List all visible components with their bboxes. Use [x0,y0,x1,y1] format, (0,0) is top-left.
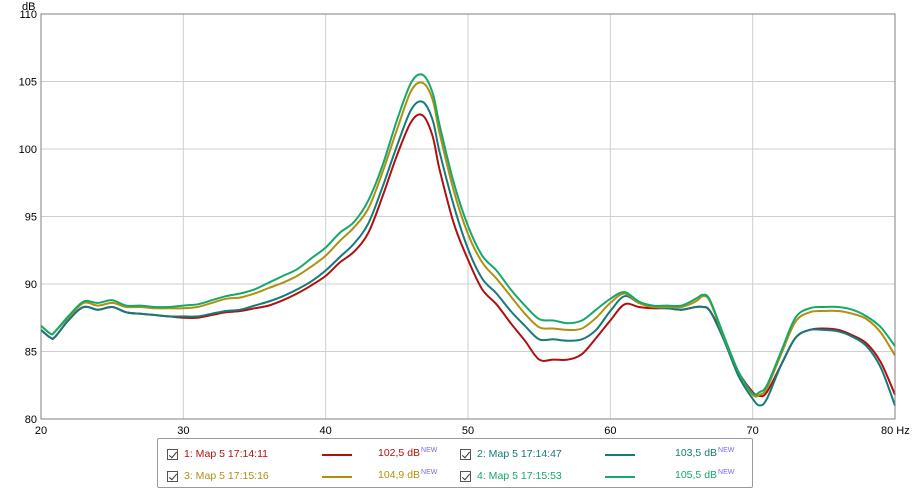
series-line-4 [40,73,896,396]
plot-frame [40,13,896,420]
legend-entry-1[interactable]: 1: Мар 5 17:14:11 [167,445,268,463]
checkbox-icon[interactable] [167,470,178,482]
legend-swatch-1 [322,454,352,456]
x-tick-label: 20 [35,425,47,437]
x-tick-label: 80 Hz [881,425,910,437]
y-tick-label: 110 [19,9,37,21]
legend-value-text-1: 102,5 dB [378,447,421,459]
y-tick-labels: 110 105 100 95 90 85 80 [19,9,37,426]
legend-entry-4[interactable]: 4: Мар 5 17:15:53 [460,467,562,485]
legend-entry-2[interactable]: 2: Мар 5 17:14:47 [460,445,562,463]
legend-value-text-3: 104,9 dB [378,469,421,481]
legend-value-3: 104,9 dBNEW [378,469,437,481]
new-tag: NEW [718,447,735,454]
new-tag: NEW [421,469,438,476]
y-tick-label: 90 [25,279,37,291]
y-tick-label: 105 [19,77,37,89]
legend-value-text-2: 103,5 dB [675,447,718,459]
series-lines [40,73,896,407]
legend-value-text-4: 105,5 dB [675,469,718,481]
x-tick-label: 30 [177,425,189,437]
legend-entry-3[interactable]: 3: Мар 5 17:15:16 [167,467,269,485]
legend-value-1: 102,5 dBNEW [378,447,437,459]
legend-label-4: 4: Мар 5 17:15:53 [477,470,562,482]
y-tick-label: 95 [25,212,37,224]
checkbox-icon[interactable] [167,448,178,460]
legend-swatch-3 [322,476,352,478]
legend-label-1: 1: Мар 5 17:14:11 [184,448,268,460]
legend-value-2: 103,5 dBNEW [675,447,734,459]
series-line-3 [40,81,896,398]
x-tick-labels: 20 30 40 50 60 70 80 Hz [35,425,910,437]
legend-swatch-2 [605,454,635,456]
x-tick-label: 50 [462,425,474,437]
y-tick-label: 100 [19,144,37,156]
series-line-2 [40,100,896,407]
y-axis-label: dB [22,1,35,13]
checkbox-icon[interactable] [460,470,471,482]
new-tag: NEW [421,447,438,454]
frequency-response-chart: dB 110 105 100 95 90 85 80 20 30 40 50 60 70 80 Hz [19,1,910,437]
y-tick-label: 85 [25,347,37,359]
y-tick-label: 80 [25,414,37,426]
legend-box: 1: Мар 5 17:14:11 102,5 dBNEW 2: Мар 5 1… [157,438,753,488]
new-tag: NEW [718,469,735,476]
x-tick-label: 70 [747,425,759,437]
x-tick-label: 60 [604,425,616,437]
grid [41,14,895,419]
legend-label-2: 2: Мар 5 17:14:47 [477,448,562,460]
legend-label-3: 3: Мар 5 17:15:16 [184,470,269,482]
checkbox-icon[interactable] [460,448,471,460]
legend-value-4: 105,5 dBNEW [675,469,734,481]
x-tick-label: 40 [320,425,332,437]
legend-swatch-4 [605,476,635,478]
